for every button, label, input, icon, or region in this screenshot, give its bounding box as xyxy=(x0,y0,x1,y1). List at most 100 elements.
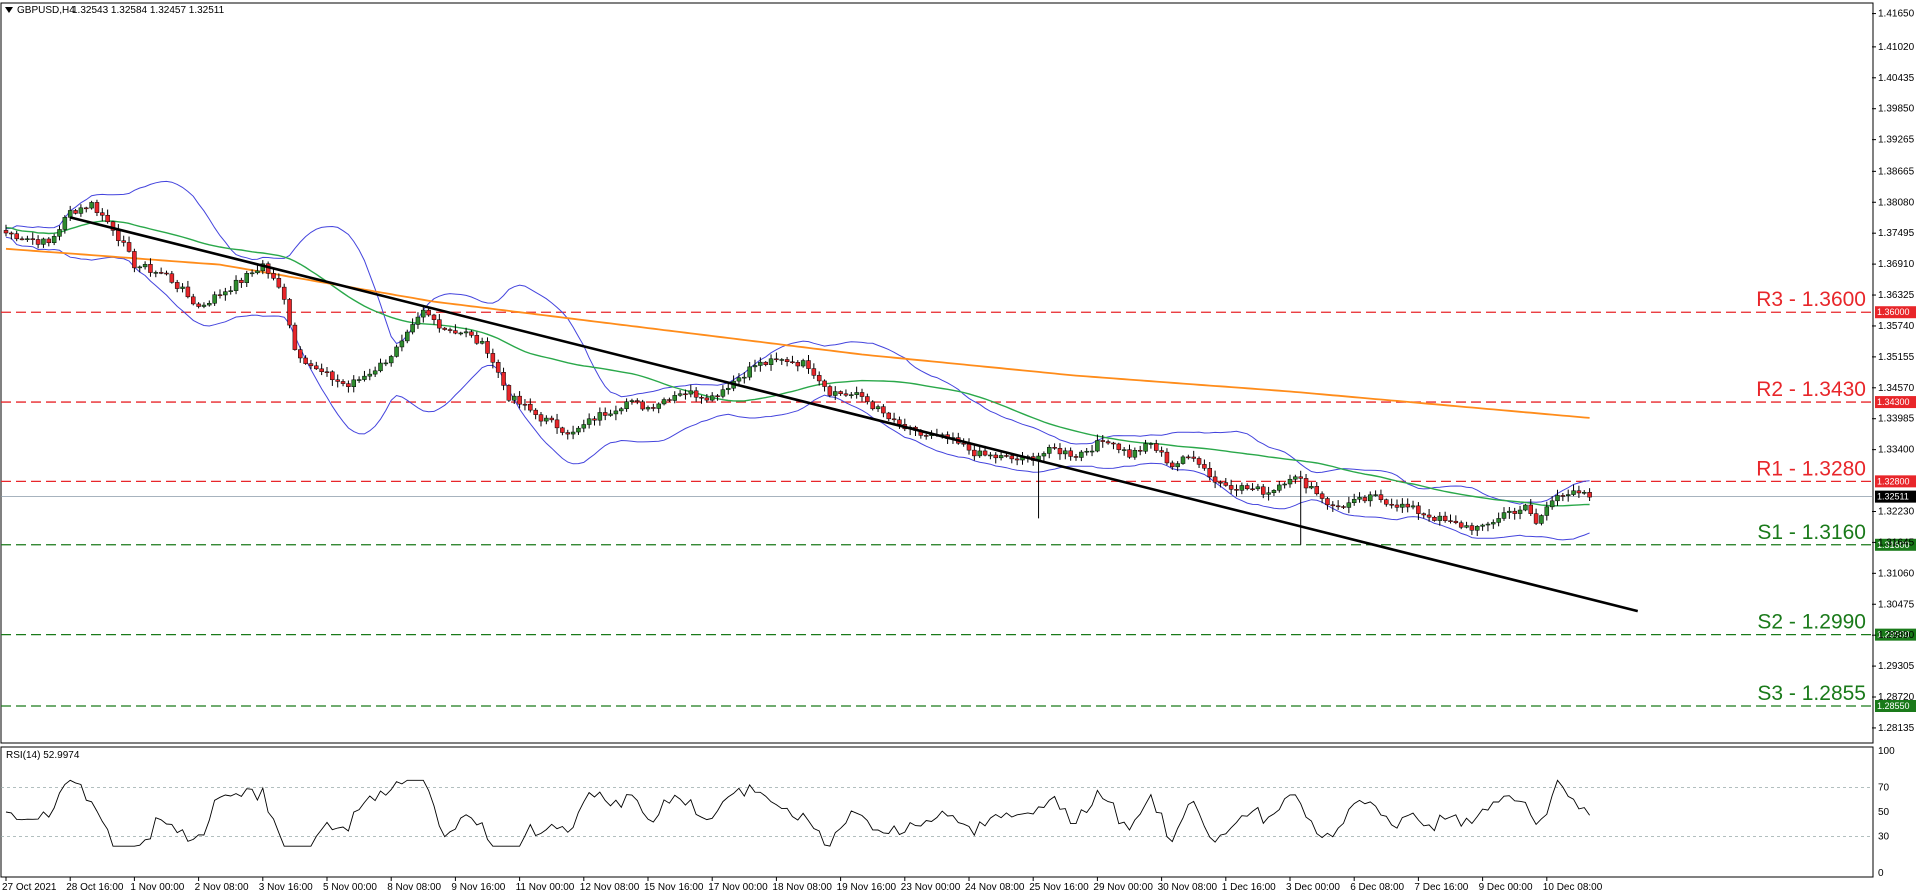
candle[interactable] xyxy=(1180,455,1186,465)
candle[interactable] xyxy=(1170,460,1175,470)
candle[interactable] xyxy=(1341,505,1346,510)
candle[interactable] xyxy=(1202,459,1207,471)
candle[interactable] xyxy=(544,415,549,425)
candle[interactable] xyxy=(239,277,244,288)
candle[interactable] xyxy=(693,387,699,402)
candle[interactable] xyxy=(533,408,538,420)
candle[interactable] xyxy=(619,407,624,415)
candle[interactable] xyxy=(1121,447,1127,456)
candle[interactable] xyxy=(843,389,849,397)
candle[interactable] xyxy=(833,386,838,401)
candle[interactable] xyxy=(1587,488,1592,502)
candle[interactable] xyxy=(1282,482,1287,489)
candle[interactable] xyxy=(1111,441,1116,450)
candle[interactable] xyxy=(1416,502,1421,520)
candle[interactable] xyxy=(784,356,790,367)
candle[interactable] xyxy=(330,370,335,386)
candle[interactable] xyxy=(185,280,191,299)
candle[interactable] xyxy=(1261,483,1266,499)
candle[interactable] xyxy=(1582,490,1587,495)
candle[interactable] xyxy=(1191,450,1196,462)
candle[interactable] xyxy=(758,357,763,372)
candle[interactable] xyxy=(394,344,399,358)
candle[interactable] xyxy=(415,312,421,329)
candle[interactable] xyxy=(993,452,998,464)
candle[interactable] xyxy=(1228,479,1234,494)
candle[interactable] xyxy=(89,200,94,210)
candle[interactable] xyxy=(1207,461,1212,481)
candle[interactable] xyxy=(661,397,667,406)
candle[interactable] xyxy=(581,419,587,433)
candle[interactable] xyxy=(608,409,613,417)
candle[interactable] xyxy=(46,237,52,247)
candle[interactable] xyxy=(1475,525,1480,537)
candle[interactable] xyxy=(153,270,159,278)
candle[interactable] xyxy=(501,367,506,391)
candle[interactable] xyxy=(709,392,715,402)
candle[interactable] xyxy=(538,412,544,427)
candle[interactable] xyxy=(447,327,453,334)
candle[interactable] xyxy=(923,433,929,440)
candle[interactable] xyxy=(1159,446,1164,457)
candle[interactable] xyxy=(356,376,362,383)
candle[interactable] xyxy=(891,412,897,423)
candle[interactable] xyxy=(271,268,276,281)
candle[interactable] xyxy=(667,397,672,403)
candle[interactable] xyxy=(806,355,811,374)
candle[interactable] xyxy=(1271,489,1277,496)
candle[interactable] xyxy=(1458,520,1464,530)
candle[interactable] xyxy=(1480,523,1485,531)
candle[interactable] xyxy=(201,302,207,309)
candle[interactable] xyxy=(1057,443,1063,460)
candle[interactable] xyxy=(1496,512,1501,527)
candle[interactable] xyxy=(73,208,78,215)
candle[interactable] xyxy=(463,327,469,338)
candle[interactable] xyxy=(148,258,153,277)
candle[interactable] xyxy=(1437,512,1443,526)
candle[interactable] xyxy=(1405,498,1410,513)
candle[interactable] xyxy=(383,359,389,367)
candle[interactable] xyxy=(1314,482,1319,496)
candle[interactable] xyxy=(233,275,239,295)
candle[interactable] xyxy=(688,384,694,398)
candle[interactable] xyxy=(586,413,592,429)
candle[interactable] xyxy=(303,355,308,365)
candle[interactable] xyxy=(1421,512,1426,519)
candle[interactable] xyxy=(180,283,185,293)
candle[interactable] xyxy=(1501,507,1507,521)
candle[interactable] xyxy=(1234,484,1239,497)
candle[interactable] xyxy=(774,352,779,363)
candle[interactable] xyxy=(367,368,373,381)
candle[interactable] xyxy=(105,209,110,224)
candle[interactable] xyxy=(1079,450,1084,462)
candle[interactable] xyxy=(14,230,19,242)
candle[interactable] xyxy=(827,384,833,398)
candle[interactable] xyxy=(1309,482,1314,490)
candle[interactable] xyxy=(324,366,330,377)
candle[interactable] xyxy=(1095,434,1100,453)
candle[interactable] xyxy=(720,385,726,399)
candle[interactable] xyxy=(1255,483,1261,491)
candle[interactable] xyxy=(752,359,758,372)
candle[interactable] xyxy=(656,402,661,414)
candle[interactable] xyxy=(1469,522,1475,536)
candle[interactable] xyxy=(1244,483,1250,491)
candle[interactable] xyxy=(683,389,688,400)
candle[interactable] xyxy=(736,373,742,386)
candle[interactable] xyxy=(854,386,859,399)
candle[interactable] xyxy=(1175,461,1180,472)
candle[interactable] xyxy=(1373,490,1378,497)
candle[interactable] xyxy=(624,398,629,412)
candle[interactable] xyxy=(35,235,41,249)
candle[interactable] xyxy=(319,363,324,376)
candle[interactable] xyxy=(1491,519,1496,529)
candle[interactable] xyxy=(838,390,843,396)
candle[interactable] xyxy=(988,452,993,460)
candle[interactable] xyxy=(1448,514,1453,524)
candle[interactable] xyxy=(1528,499,1533,517)
candle[interactable] xyxy=(1068,447,1073,461)
candle[interactable] xyxy=(1507,506,1512,519)
candle[interactable] xyxy=(1389,498,1394,509)
candle[interactable] xyxy=(287,298,292,329)
